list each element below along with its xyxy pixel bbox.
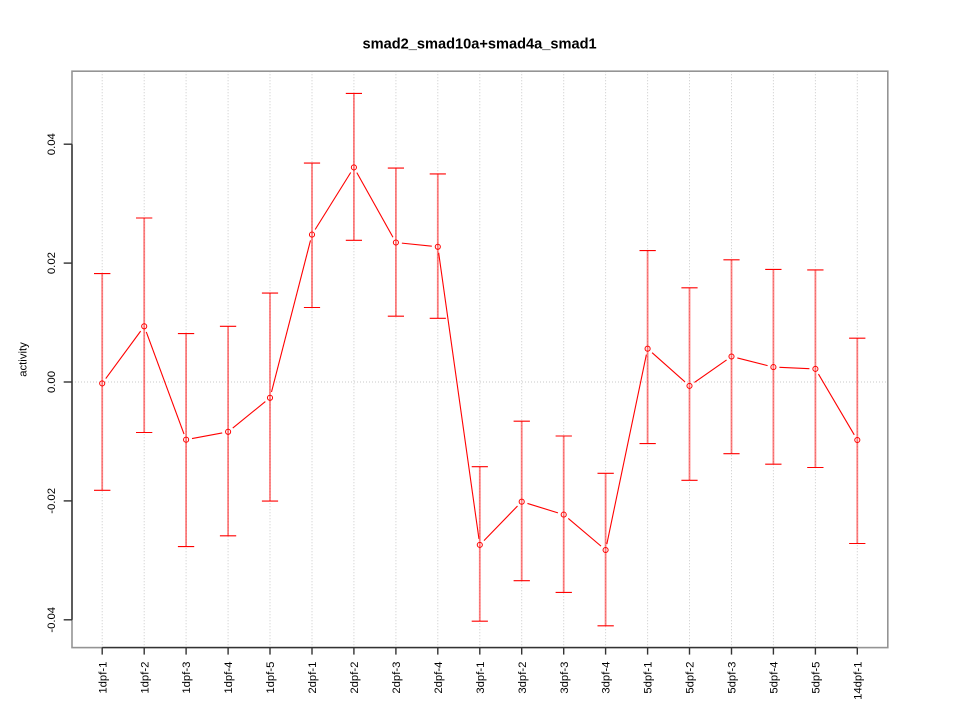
svg-text:1dpf-2: 1dpf-2: [139, 662, 151, 694]
svg-text:2dpf-3: 2dpf-3: [391, 662, 403, 694]
svg-text:0.00: 0.00: [46, 371, 58, 393]
svg-text:3dpf-1: 3dpf-1: [475, 662, 487, 694]
svg-text:5dpf-4: 5dpf-4: [769, 662, 781, 694]
svg-text:1dpf-1: 1dpf-1: [97, 662, 109, 694]
svg-text:5dpf-1: 5dpf-1: [643, 662, 655, 694]
svg-text:-0.04: -0.04: [46, 607, 58, 633]
svg-text:5dpf-2: 5dpf-2: [685, 662, 697, 694]
svg-text:2dpf-4: 2dpf-4: [433, 662, 445, 694]
svg-text:smad2_smad10a+smad4a_smad1: smad2_smad10a+smad4a_smad1: [363, 36, 597, 52]
svg-text:3dpf-2: 3dpf-2: [517, 662, 529, 694]
svg-text:3dpf-3: 3dpf-3: [559, 662, 571, 694]
svg-text:3dpf-4: 3dpf-4: [601, 662, 613, 694]
svg-text:1dpf-3: 1dpf-3: [181, 662, 193, 694]
svg-text:5dpf-5: 5dpf-5: [811, 662, 823, 694]
svg-text:2dpf-1: 2dpf-1: [307, 662, 319, 694]
svg-text:1dpf-4: 1dpf-4: [223, 662, 235, 694]
svg-text:1dpf-5: 1dpf-5: [265, 662, 277, 694]
svg-text:5dpf-3: 5dpf-3: [727, 662, 739, 694]
svg-text:activity: activity: [18, 342, 30, 377]
svg-text:0.02: 0.02: [46, 252, 58, 274]
svg-text:0.04: 0.04: [46, 133, 58, 155]
svg-text:2dpf-2: 2dpf-2: [349, 662, 361, 694]
svg-text:-0.02: -0.02: [46, 488, 58, 514]
svg-text:14dpf-1: 14dpf-1: [852, 662, 864, 700]
